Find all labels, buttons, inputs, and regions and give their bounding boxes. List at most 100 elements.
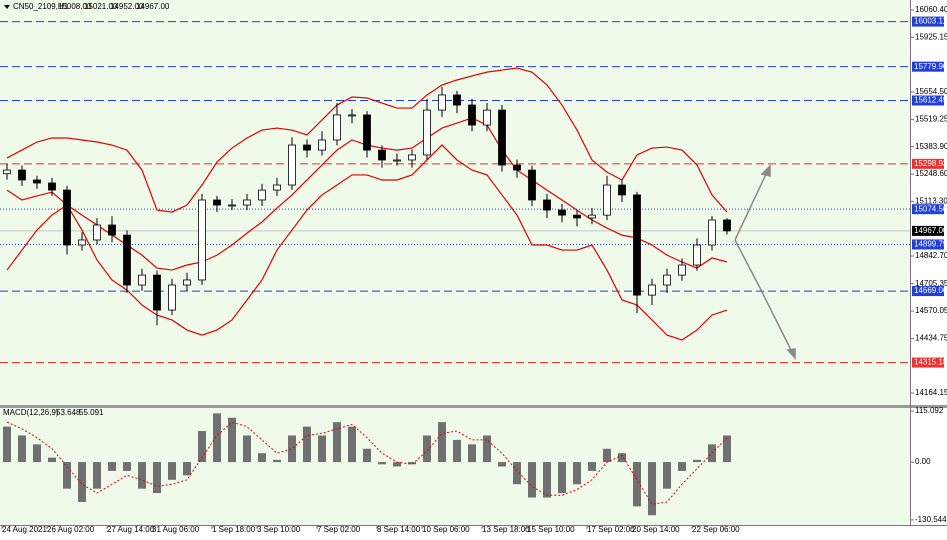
macd-bar [453, 439, 461, 463]
candle-body [63, 189, 71, 246]
y-tick-label: -130.544 [915, 515, 947, 524]
macd-bar [633, 462, 641, 507]
macd-bar [18, 435, 26, 463]
candle-body [408, 154, 416, 161]
x-tick-label: 31 Aug 06:00 [152, 525, 200, 534]
candle-body [78, 239, 86, 246]
candle-body [258, 189, 266, 201]
signal-line [6, 421, 728, 505]
x-tick-label: 22 Sep 06:00 [692, 525, 740, 534]
main-panel [0, 0, 910, 405]
macd-bar [108, 462, 116, 471]
macd-bar [288, 435, 296, 463]
candle-body [543, 199, 551, 211]
macd-title: MACD(12,26,9) [3, 408, 59, 417]
level-label: 14315.18 [914, 358, 947, 367]
macd-bar [198, 431, 206, 463]
x-tick-label: 7 Sep 02:00 [317, 525, 361, 534]
candle-body [33, 179, 41, 184]
level-label: 14967.00 [914, 226, 947, 235]
candle-body [3, 169, 11, 175]
macd-bar [63, 462, 71, 489]
candle-body [603, 184, 611, 216]
candle-body [228, 204, 236, 207]
macd-bar [33, 444, 41, 463]
candle-body [303, 144, 311, 151]
candle-body [93, 224, 101, 241]
level-label-box [912, 204, 944, 215]
macd-bar [693, 459, 701, 463]
candle-body [558, 209, 566, 216]
macd-bar [48, 457, 56, 463]
level-label: 15612.49 [914, 96, 947, 105]
level-label-box [912, 239, 944, 250]
y-tick-label: 16060.40 [915, 5, 947, 14]
level-label: 16003.11 [914, 17, 947, 26]
macd-bar [333, 422, 341, 463]
candle-body [168, 284, 176, 311]
macd-bar [303, 426, 311, 463]
y-tick-label: 14705.35 [915, 279, 947, 288]
candle-body [288, 144, 296, 186]
macd-bar [3, 426, 11, 463]
header: CN50_2109,H1 15008.00 15021.00 14952.00 … [4, 2, 170, 11]
candle-body [273, 184, 281, 191]
x-tick-label: 8 Sep 14:00 [377, 525, 421, 534]
level-label: 15779.90 [914, 62, 947, 71]
x-tick-label: 13 Sep 18:00 [482, 525, 530, 534]
candle-body [48, 182, 56, 191]
level-label-box [912, 16, 944, 27]
macd-panel [0, 408, 910, 525]
macd-bar [363, 448, 371, 463]
x-tick-label: 27 Aug 14:00 [107, 525, 155, 534]
symbol: CN50_2109,H1 [13, 2, 69, 11]
band-line [6, 67, 728, 213]
y-tick-label: 15113.30 [915, 196, 947, 205]
y-tick-label: 0.00 [915, 457, 931, 466]
macd-value: 53.648 [56, 408, 81, 417]
macd-bar [378, 462, 386, 465]
y-tick-label: 14434.75 [915, 334, 947, 343]
macd-bar [678, 462, 686, 471]
macd-bar [123, 462, 131, 471]
candle-body [588, 214, 596, 219]
macd-bar [318, 435, 326, 463]
y-tick-label: 15519.25 [915, 114, 947, 123]
level-label-box [912, 61, 944, 72]
level-label-box [912, 286, 944, 297]
x-tick-label: 17 Sep 02:00 [587, 525, 635, 534]
candle-body [348, 114, 356, 117]
candle-body [333, 114, 341, 141]
macd-bar [138, 462, 146, 489]
candle-body [573, 214, 581, 219]
macd-bar [513, 462, 521, 485]
macd-bar [573, 462, 581, 485]
candle-body [663, 274, 671, 286]
candle-body [123, 234, 131, 286]
y-tick-label: 15654.50 [915, 87, 947, 96]
marks [3, 67, 731, 516]
candle-body [453, 94, 461, 106]
macd-bar [243, 435, 251, 463]
macd-bar [93, 462, 101, 489]
x-tick-label: 20 Sep 14:00 [632, 525, 680, 534]
candle-body [363, 114, 371, 151]
x-tick-label: 10 Sep 06:00 [422, 525, 470, 534]
level-label-box [912, 95, 944, 106]
candle-body [633, 194, 641, 296]
macd-bar [543, 462, 551, 498]
y-tick-label: 14842.70 [915, 251, 947, 260]
macd-bar [663, 462, 671, 489]
macd-bar [438, 422, 446, 463]
macd-bar [498, 462, 506, 467]
candle-body [138, 274, 146, 286]
y-tick-label: 14570.05 [915, 306, 947, 315]
macd-bar [183, 462, 191, 476]
candle-body [198, 199, 206, 281]
levels [0, 9, 914, 521]
macd-bar [348, 426, 356, 463]
x-tick-label: 26 Aug 02:00 [47, 525, 95, 534]
macd-bar [258, 453, 266, 463]
level-label-box [912, 357, 944, 368]
x-tick-label: 3 Sep 10:00 [257, 525, 301, 534]
